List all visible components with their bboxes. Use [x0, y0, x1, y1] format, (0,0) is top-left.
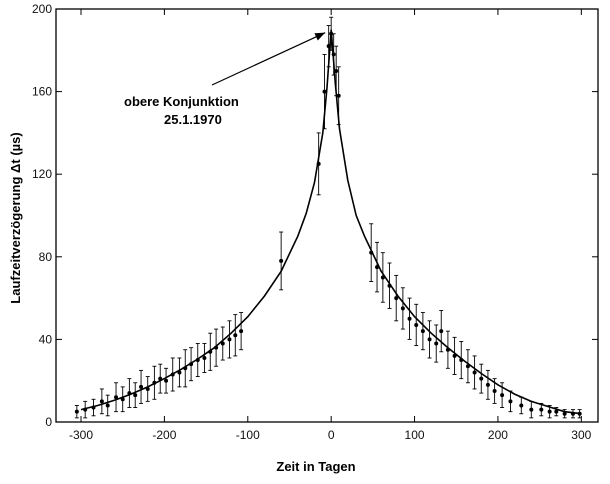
data-point: [202, 355, 207, 360]
annotation-line-2: 25.1.1970: [164, 112, 222, 127]
data-point: [562, 411, 567, 416]
data-point: [105, 403, 110, 408]
data-point: [336, 93, 341, 98]
y-tick-label: 0: [45, 415, 52, 429]
fit-curve-line: [80, 29, 582, 415]
data-point: [492, 389, 497, 394]
data-point: [394, 296, 399, 301]
data-point: [99, 399, 104, 404]
fit-curve-group: [80, 29, 582, 415]
data-point: [164, 378, 169, 383]
x-tick-label: 300: [571, 428, 591, 442]
x-axis-title: Zeit in Tagen: [276, 459, 355, 474]
data-point: [322, 89, 327, 94]
data-point: [529, 407, 534, 412]
plot-axes: [55, 8, 599, 423]
data-point: [139, 384, 144, 389]
y-tick-label: 160: [32, 85, 52, 99]
annotation-arrowhead: [314, 32, 326, 41]
data-point: [114, 395, 119, 400]
y-tick-label: 40: [39, 332, 53, 346]
data-point: [233, 333, 238, 338]
y-tick-label: 120: [32, 167, 52, 181]
data-point: [400, 306, 405, 311]
data-point: [554, 409, 559, 414]
x-tick-label: 0: [328, 428, 335, 442]
data-point: [420, 329, 425, 334]
y-tick-label: 80: [39, 250, 53, 264]
data-point: [452, 353, 457, 358]
plot-frame: [55, 8, 599, 423]
x-tick-label: -300: [69, 428, 93, 442]
data-point: [227, 337, 232, 342]
data-point: [539, 407, 544, 412]
y-tick-label: 200: [32, 2, 52, 16]
data-point: [239, 329, 244, 334]
data-point: [519, 403, 524, 408]
data-point: [500, 393, 505, 398]
data-point: [414, 322, 419, 327]
data-point: [485, 382, 490, 387]
data-point: [220, 341, 225, 346]
annotation-line-1: obere Konjunktion: [124, 94, 239, 109]
data-point: [472, 370, 477, 375]
data-point: [427, 337, 432, 342]
data-point: [439, 329, 444, 334]
y-axis-title: Laufzeitverzögerung Δt (µs): [8, 132, 23, 303]
data-point: [407, 316, 412, 321]
x-tick-label: 100: [405, 428, 425, 442]
data-point: [508, 399, 513, 404]
data-point: [479, 376, 484, 381]
x-tick-label: -100: [236, 428, 260, 442]
x-tick-label: -200: [152, 428, 176, 442]
data-point: [547, 409, 552, 414]
annotation-arrow: [211, 32, 326, 86]
data-point: [279, 258, 284, 263]
x-tick-label: 200: [488, 428, 508, 442]
data-point: [133, 393, 138, 398]
data-point: [434, 341, 439, 346]
tick-marks: 0 40 80 120 160 200 -300 -200 -100 0 100 200 300: [32, 2, 598, 442]
data-point: [74, 409, 79, 414]
